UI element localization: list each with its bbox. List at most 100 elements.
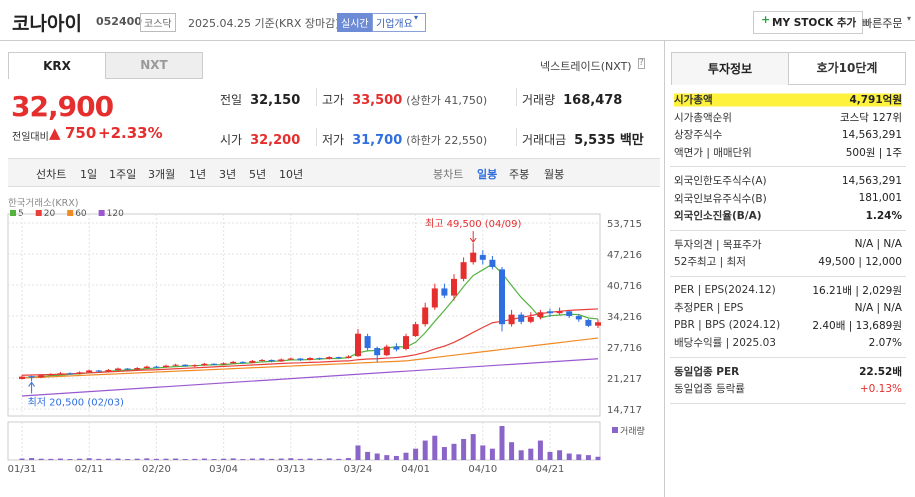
candle-body — [451, 278, 457, 296]
x-tick-label: 02/11 — [75, 464, 104, 475]
volume-bar — [509, 442, 515, 460]
summary-cell: 저가 31,700 (하한가 22,550) — [322, 129, 487, 148]
period[interactable]: 월봉 — [544, 168, 565, 181]
candle-body — [19, 376, 25, 380]
value: 2.40배 | 13,689원 — [812, 319, 902, 332]
volume-bar — [201, 458, 207, 460]
candle-body — [153, 366, 160, 368]
volume-bar — [537, 440, 543, 460]
period[interactable]: 3개월 — [148, 168, 176, 181]
mystock-button[interactable]: MY STOCK 추가 — [753, 11, 864, 34]
info-row: 시가총액 4,791억원 — [674, 91, 902, 109]
x-tick-label: 03/04 — [209, 464, 238, 475]
volume-frame — [7, 421, 601, 461]
value: 14,563,291 — [841, 128, 902, 141]
low-annotation: 최저 20,500 (02/03) — [28, 396, 124, 408]
volume-bar — [288, 458, 294, 460]
candle-body — [595, 322, 601, 326]
change-rate: +2.33% — [98, 124, 163, 142]
candle-body — [105, 369, 112, 372]
label: 시가총액순위 — [674, 111, 732, 124]
volume-bar — [326, 458, 332, 460]
volume-bar — [576, 454, 582, 460]
info-row: 외국인한도주식수(A) 14,563,291 — [674, 172, 902, 190]
info-tab[interactable]: 호가10단계 — [788, 52, 906, 85]
candle-body — [278, 359, 285, 362]
candle-body — [172, 364, 179, 366]
volume-bar — [480, 445, 486, 460]
candle-body — [220, 363, 227, 365]
period[interactable]: 봉차트 — [433, 168, 464, 181]
period[interactable]: 1일 — [80, 168, 98, 181]
volume-bar — [19, 458, 25, 460]
label: PBR | BPS (2024.12) — [674, 319, 781, 332]
period[interactable]: 일봉 — [477, 168, 498, 181]
period[interactable]: 5년 — [249, 168, 267, 181]
label: 고가 — [322, 93, 345, 107]
help-icon[interactable]: ? — [638, 58, 645, 69]
candle-body — [230, 361, 237, 364]
volume-bar — [249, 458, 255, 460]
volume-bar — [182, 459, 188, 460]
volume-bar — [528, 448, 534, 460]
current-price: 32,900 — [11, 90, 114, 123]
label: 52주최고 | 최저 — [674, 256, 746, 269]
label: 상장주식수 — [674, 129, 723, 142]
value: 168,478 — [563, 93, 623, 108]
nxt-tab[interactable]: NXT — [105, 52, 203, 79]
volume-bar — [173, 458, 179, 460]
candle-body — [566, 311, 573, 317]
legend-swatch — [35, 210, 42, 216]
candle-body — [143, 366, 150, 369]
legend-label: 20 — [44, 209, 56, 219]
candle-body — [163, 365, 169, 368]
candle-body — [470, 252, 477, 263]
period[interactable]: 10년 — [279, 168, 304, 181]
period[interactable]: 1년 — [189, 168, 207, 181]
info-row: 액면가 | 매매단위 500원 | 1주 — [674, 144, 902, 162]
volume-bar — [57, 458, 63, 460]
value: 181,001 — [858, 192, 902, 205]
x-tick-label: 03/24 — [344, 464, 373, 475]
candle-body — [585, 319, 592, 326]
y-tick-label: 53,715 — [607, 219, 642, 230]
volume-bar — [240, 459, 246, 460]
candle-body — [575, 316, 582, 320]
volume-bar — [413, 448, 419, 460]
volume-bar — [566, 453, 572, 460]
volume-label: 거래량 — [620, 425, 645, 437]
krx-tab[interactable]: KRX — [8, 52, 106, 79]
candle-body — [393, 346, 400, 350]
info-tab[interactable]: 투자정보 — [671, 52, 789, 85]
y-tick-label: 14,717 — [607, 405, 642, 416]
period[interactable]: 주봉 — [509, 168, 530, 181]
market-badge: 코스닥 — [140, 13, 176, 32]
volume-bar — [38, 458, 44, 460]
volume-bar — [365, 451, 371, 460]
candle-body — [431, 288, 438, 308]
period[interactable]: 3년 — [219, 168, 237, 181]
value: 31,700 — [352, 133, 403, 148]
summary-cell: 거래대금 5,535 백만 — [522, 129, 644, 148]
volume-bar — [29, 458, 35, 460]
label: 추정PER | EPS — [674, 302, 744, 315]
candle-body — [239, 361, 246, 363]
period[interactable]: 1주일 — [109, 168, 137, 181]
period[interactable]: 선차트 — [36, 168, 67, 181]
candle-body — [479, 255, 486, 260]
quick-order[interactable]: 빠른주문 — [862, 17, 903, 30]
volume-bar — [518, 450, 524, 460]
candle-body — [67, 373, 73, 375]
candle-body — [316, 358, 323, 360]
candle-body — [508, 314, 515, 325]
label: 저가 — [322, 133, 345, 147]
volume-bar — [355, 445, 361, 460]
overview-button[interactable]: 기업개요 — [372, 13, 426, 32]
candle-body — [287, 358, 294, 360]
period-bar — [8, 158, 660, 187]
low-arrowhead — [28, 381, 35, 387]
nxt-link[interactable]: 넥스트레이드(NXT) — [540, 60, 632, 73]
volume-bar — [269, 458, 275, 460]
info-group: 투자의견 | 목표주가 N/A | N/A 52주최고 | 최저 49,500 | … — [670, 231, 906, 277]
value: 22.52배 — [859, 365, 902, 378]
